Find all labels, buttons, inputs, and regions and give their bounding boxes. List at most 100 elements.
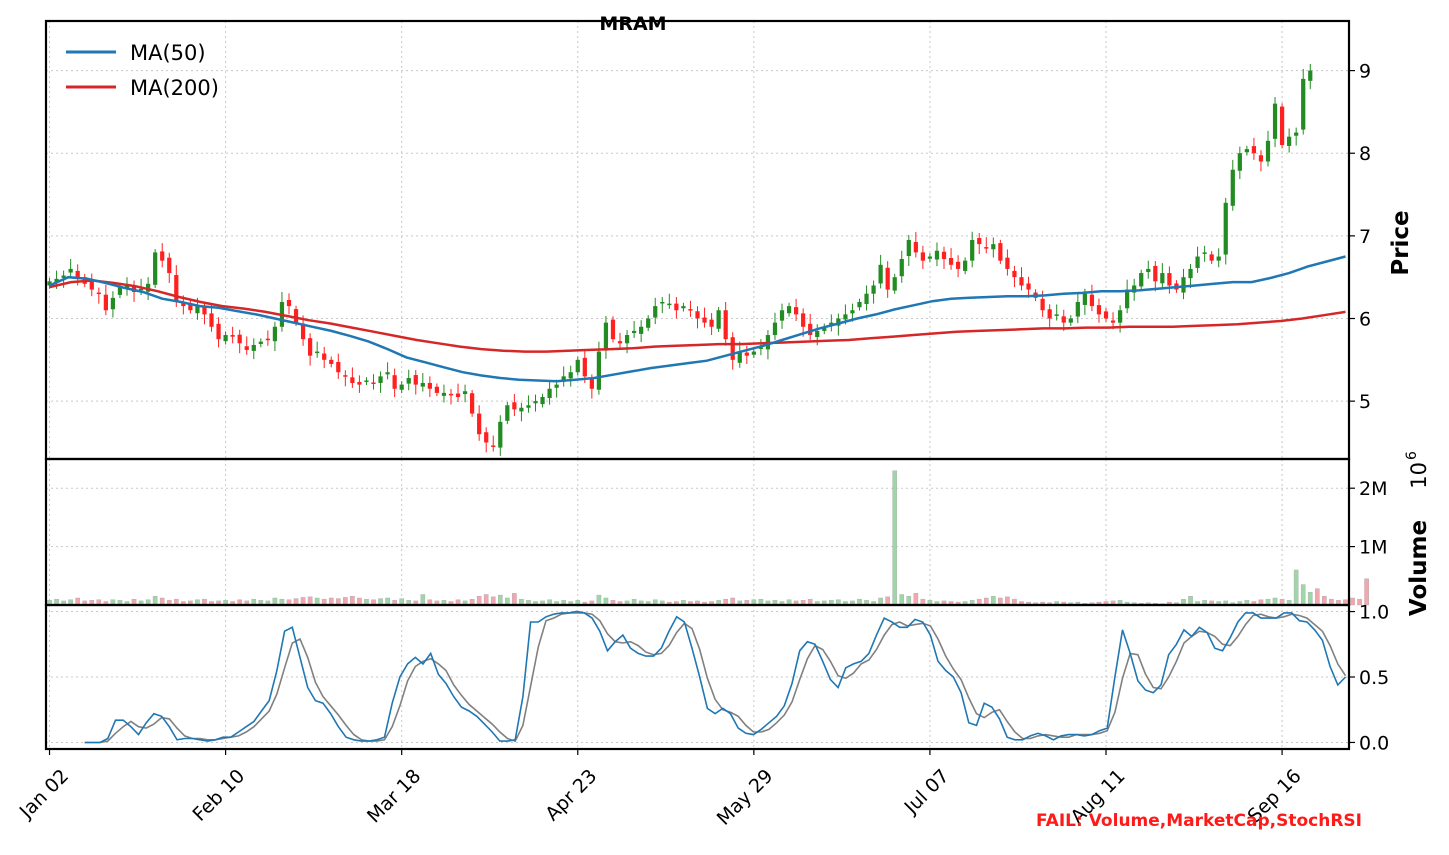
legend-ma200-label: MA(200): [130, 76, 219, 100]
volume-bar: [885, 596, 890, 606]
candle-body: [1195, 256, 1200, 268]
candle-body: [793, 307, 799, 315]
candle-body: [1047, 309, 1052, 319]
osc-tick-label: 0.0: [1359, 732, 1389, 754]
candle-body: [1103, 311, 1109, 319]
candle-body: [808, 323, 813, 336]
stochrsi-line: [84, 610, 1347, 744]
volume-bar: [899, 594, 905, 606]
candle-body: [631, 330, 637, 334]
candle-body: [505, 405, 510, 421]
candle-body: [1209, 254, 1214, 261]
candle-body: [519, 407, 524, 412]
volume-bar: [892, 470, 898, 606]
x-tick-label: Jan 02: [15, 765, 73, 823]
candle-body: [624, 335, 630, 344]
volume-bar: [1293, 569, 1299, 606]
candle-body: [702, 317, 707, 323]
candle-body: [153, 252, 158, 285]
candle-body: [216, 323, 221, 340]
candle-body: [955, 261, 961, 269]
candle-body: [1160, 273, 1165, 284]
candle-body: [1202, 252, 1207, 254]
candle-body: [47, 281, 52, 286]
candle-body: [927, 256, 933, 259]
volume-bar: [476, 596, 482, 606]
candle-body: [258, 341, 263, 344]
candle-body: [977, 238, 982, 245]
volume-bar: [1314, 588, 1320, 606]
candle-body: [1061, 316, 1066, 323]
candle-body: [1279, 106, 1285, 145]
candle-body: [899, 259, 904, 277]
candle-body: [406, 378, 411, 384]
candle-body: [420, 382, 425, 387]
price-tick-label: 9: [1359, 61, 1371, 83]
candle-body: [146, 283, 151, 292]
candle-body: [286, 299, 292, 307]
candle-body: [392, 375, 397, 389]
candle-body: [336, 361, 341, 373]
candle-body: [843, 314, 848, 320]
volume-axis-label: Volume: [1406, 520, 1432, 616]
candle-body: [110, 297, 116, 310]
candle-body: [1287, 136, 1292, 146]
volume-bar: [343, 597, 348, 606]
candle-body: [526, 405, 531, 408]
grid-lines: [46, 21, 1349, 749]
volume-panel: [47, 470, 1369, 606]
candle-body: [681, 306, 686, 309]
candle-body: [1258, 155, 1264, 162]
legend: MA(50) MA(200): [66, 41, 219, 100]
candle-body: [815, 330, 820, 338]
candle-body: [667, 303, 672, 306]
candle-body: [117, 287, 123, 295]
candle-body: [413, 375, 418, 385]
candle-body: [1096, 305, 1102, 315]
candle-body: [970, 240, 975, 261]
candle-body: [491, 445, 496, 447]
candle-body: [448, 393, 454, 396]
volume-bar: [906, 596, 912, 606]
candle-body: [1216, 256, 1221, 261]
candle-body: [441, 392, 447, 396]
price-axis-label: Price: [1388, 210, 1414, 275]
candle-body: [730, 337, 735, 360]
x-tick-label: Apr 23: [541, 765, 601, 825]
candle-body: [230, 335, 235, 337]
candle-body: [610, 319, 616, 340]
ma50-line: [48, 255, 1346, 383]
candle-body: [160, 251, 165, 261]
x-tick-label: Jul 07: [900, 765, 954, 819]
candle-body: [96, 292, 101, 295]
candle-body: [455, 393, 461, 398]
candle-body: [1139, 273, 1144, 287]
candle-body: [758, 347, 764, 349]
candle-body: [1075, 301, 1080, 317]
candle-body: [1272, 103, 1278, 139]
candle-body: [871, 285, 876, 294]
candle-body: [484, 432, 489, 443]
candle-body: [920, 252, 925, 261]
candle-body: [308, 338, 313, 356]
candle-body: [540, 397, 545, 405]
candle-body: [617, 341, 623, 344]
candle-body: [688, 309, 693, 311]
candle-body: [984, 247, 989, 249]
candle-body: [568, 372, 573, 379]
candle-body: [751, 351, 756, 355]
candle-body: [1040, 298, 1045, 311]
candle-body: [1265, 140, 1271, 162]
candle-body: [68, 268, 73, 273]
candle-body: [470, 393, 475, 414]
osc-tick-label: 1.0: [1359, 602, 1389, 624]
price-panel: [47, 63, 1346, 456]
volume-bar: [1188, 596, 1193, 606]
candle-body: [934, 250, 940, 260]
volume-bar: [350, 596, 355, 606]
panel-frame: [44, 603, 1351, 751]
volume-tick-label: 1M: [1359, 537, 1387, 559]
panel-frame: [44, 457, 1351, 607]
candle-body: [350, 377, 355, 383]
